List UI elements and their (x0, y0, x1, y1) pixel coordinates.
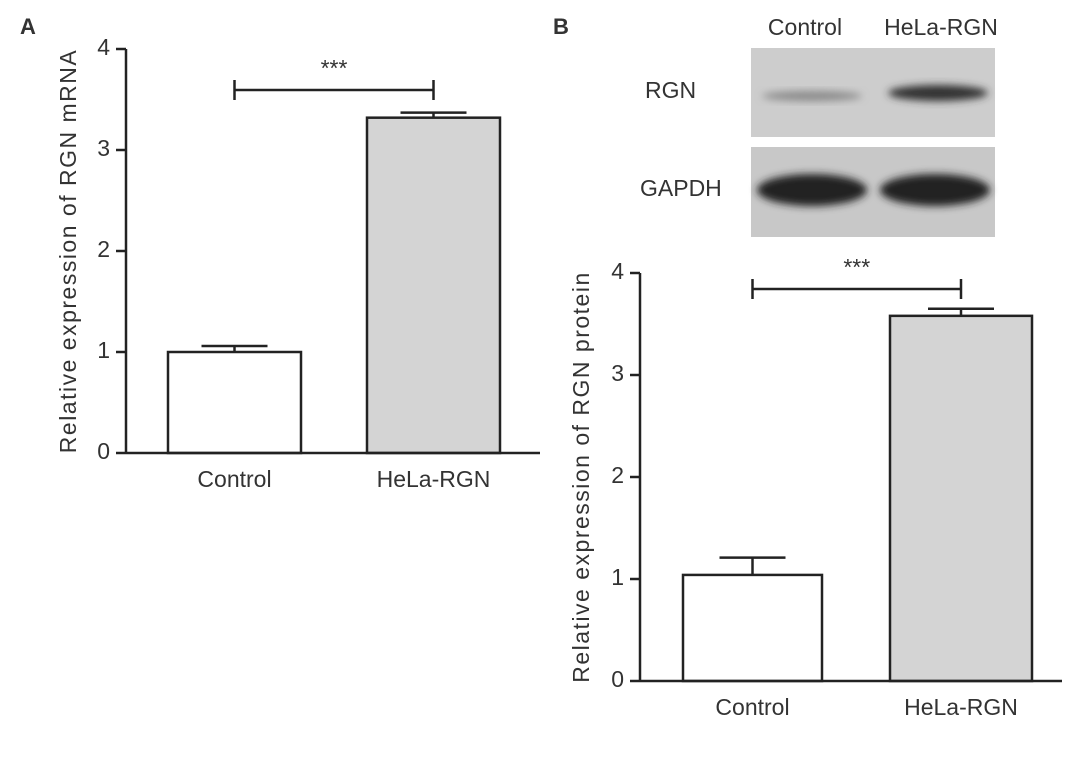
panel: A Relative expression of RGN mRNA 0 1 2 3 4 Con… (20, 14, 540, 492)
x-tick-label: Control (715, 694, 789, 720)
row-label: GAPDH (640, 175, 722, 201)
y-tick-label: 0 (97, 438, 110, 464)
y-tick-label: 1 (97, 337, 110, 363)
y-tick-label: 2 (97, 236, 110, 262)
y-tick-label: 4 (611, 258, 624, 284)
significance-label: *** (843, 254, 870, 280)
lane-label: Control (768, 14, 842, 40)
y-tick-label: 1 (611, 564, 624, 590)
western-blot: Control HeLa-RGN RGN GAPDH (640, 14, 998, 237)
row-label: RGN (645, 77, 696, 103)
y-axis-label: Relative expression of RGN protein (568, 271, 594, 683)
panel-label: B (553, 14, 569, 39)
significance-label: *** (321, 55, 348, 81)
y-tick-label: 3 (97, 135, 110, 161)
panel: B Relative expression of RGN protein 0 1 2 3 4… (553, 14, 1062, 720)
x-tick-label: Control (197, 466, 271, 492)
band (880, 174, 990, 206)
y-tick-label: 3 (611, 360, 624, 386)
significance-bracket (751, 279, 963, 299)
x-tick-label: HeLa-RGN (377, 466, 491, 492)
x-tick-label: HeLa-RGN (904, 694, 1018, 720)
bar (888, 314, 1034, 683)
bar (166, 350, 303, 455)
bar (365, 116, 502, 455)
y-tick-label: 2 (611, 462, 624, 488)
y-axis-label: Relative expression of RGN mRNA (55, 49, 81, 453)
band (762, 91, 862, 101)
lane-label: HeLa-RGN (884, 14, 998, 40)
panel-label: A (20, 14, 36, 39)
band (757, 174, 867, 206)
y-tick-label: 4 (97, 34, 110, 60)
y-tick-label: 0 (611, 666, 624, 692)
bar (681, 573, 824, 683)
band (888, 85, 988, 101)
significance-bracket (233, 80, 435, 100)
